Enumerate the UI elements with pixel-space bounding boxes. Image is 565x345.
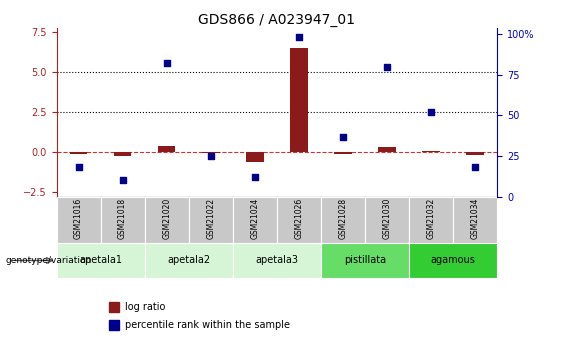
Bar bbox=[56, 197, 101, 243]
Bar bbox=[422, 151, 440, 152]
Bar bbox=[158, 146, 176, 152]
Bar bbox=[56, 243, 145, 278]
Bar bbox=[101, 197, 145, 243]
Bar bbox=[466, 152, 484, 155]
Bar bbox=[189, 197, 233, 243]
Point bbox=[250, 174, 259, 180]
Text: GSM21028: GSM21028 bbox=[338, 198, 347, 239]
Bar bbox=[233, 197, 277, 243]
Text: GSM21032: GSM21032 bbox=[427, 198, 436, 239]
Text: percentile rank within the sample: percentile rank within the sample bbox=[125, 320, 290, 330]
Point bbox=[427, 109, 436, 115]
Bar bbox=[145, 197, 189, 243]
Point bbox=[206, 153, 215, 159]
Text: agamous: agamous bbox=[431, 256, 476, 265]
Bar bbox=[334, 152, 352, 154]
Point bbox=[74, 165, 83, 170]
Bar bbox=[69, 152, 88, 154]
Bar bbox=[453, 197, 497, 243]
Bar bbox=[277, 197, 321, 243]
Text: GSM21020: GSM21020 bbox=[162, 198, 171, 239]
Text: GSM21034: GSM21034 bbox=[471, 198, 480, 239]
Text: apetala2: apetala2 bbox=[167, 256, 210, 265]
Bar bbox=[110, 320, 119, 330]
Bar bbox=[114, 152, 132, 157]
Bar bbox=[321, 243, 409, 278]
Text: apetala3: apetala3 bbox=[255, 256, 298, 265]
Bar bbox=[409, 197, 453, 243]
Text: log ratio: log ratio bbox=[125, 302, 165, 312]
Title: GDS866 / A023947_01: GDS866 / A023947_01 bbox=[198, 12, 355, 27]
Text: GSM21026: GSM21026 bbox=[294, 198, 303, 239]
Bar bbox=[378, 147, 396, 152]
Point bbox=[118, 178, 127, 183]
Bar bbox=[233, 243, 321, 278]
Bar bbox=[110, 302, 119, 312]
Point bbox=[338, 134, 347, 139]
Bar bbox=[365, 197, 409, 243]
Point bbox=[294, 34, 303, 40]
Text: apetala1: apetala1 bbox=[79, 256, 122, 265]
Text: GSM21018: GSM21018 bbox=[118, 198, 127, 239]
Bar bbox=[409, 243, 497, 278]
Bar bbox=[246, 152, 264, 162]
Bar bbox=[290, 48, 308, 152]
Bar bbox=[145, 243, 233, 278]
Bar bbox=[321, 197, 365, 243]
Text: GSM21016: GSM21016 bbox=[74, 198, 83, 239]
Text: genotype/variation: genotype/variation bbox=[6, 256, 92, 265]
Point bbox=[162, 61, 171, 66]
Point bbox=[471, 165, 480, 170]
Text: GSM21030: GSM21030 bbox=[383, 198, 392, 239]
Point bbox=[383, 64, 392, 69]
Text: GSM21022: GSM21022 bbox=[206, 198, 215, 239]
Text: pistillata: pistillata bbox=[344, 256, 386, 265]
Text: GSM21024: GSM21024 bbox=[250, 198, 259, 239]
